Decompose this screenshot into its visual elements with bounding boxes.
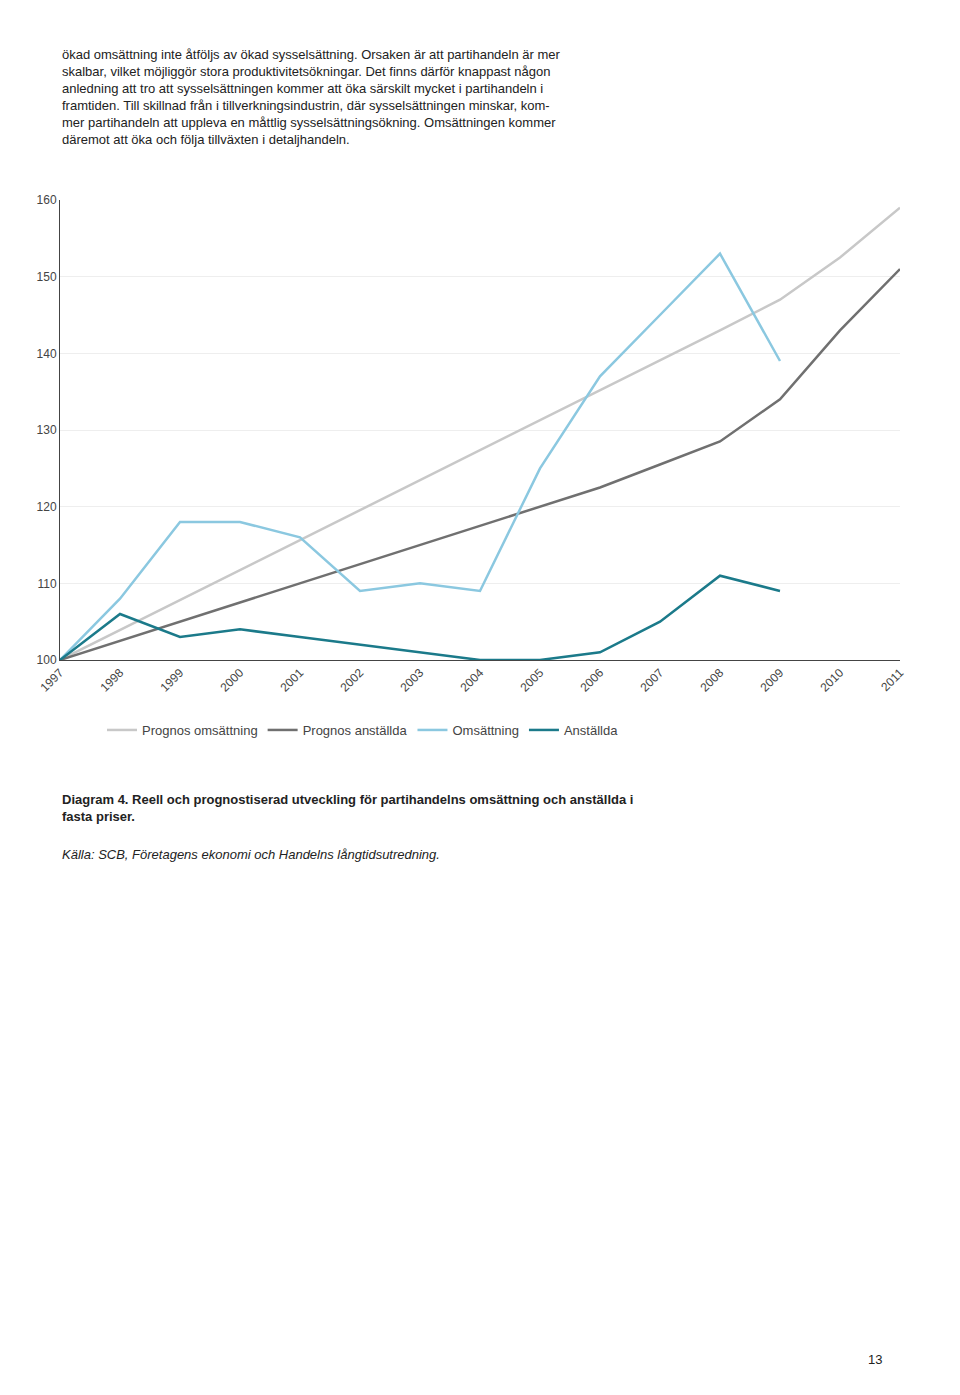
svg-text:1997: 1997: [38, 666, 67, 695]
svg-text:110: 110: [37, 577, 56, 591]
svg-text:160: 160: [37, 193, 57, 207]
svg-text:140: 140: [37, 347, 57, 361]
svg-text:Prognos anställda: Prognos anställda: [303, 723, 408, 738]
svg-text:2007: 2007: [638, 666, 667, 695]
svg-text:2004: 2004: [458, 666, 487, 695]
svg-text:13: 13: [868, 1352, 882, 1367]
svg-text:2011: 2011: [878, 666, 906, 694]
svg-text:ökad omsättning inte åtföljs a: ökad omsättning inte åtföljs av ökad sys…: [62, 47, 561, 147]
svg-text:Prognos omsättning: Prognos omsättning: [142, 723, 258, 738]
svg-text:1999: 1999: [158, 666, 187, 695]
svg-text:2008: 2008: [698, 666, 727, 695]
svg-text:Anställda: Anställda: [564, 723, 618, 738]
svg-text:2002: 2002: [338, 666, 367, 695]
svg-text:2001: 2001: [278, 666, 307, 695]
svg-text:150: 150: [37, 270, 57, 284]
svg-text:2005: 2005: [518, 666, 547, 695]
svg-text:1998: 1998: [98, 666, 127, 695]
svg-text:100: 100: [37, 653, 57, 667]
svg-text:2000: 2000: [218, 666, 247, 695]
svg-text:120: 120: [37, 500, 57, 514]
svg-text:Omsättning: Omsättning: [452, 723, 518, 738]
svg-text:Diagram 4. Reell och prognosti: Diagram 4. Reell och prognostiserad utve…: [62, 792, 633, 824]
svg-text:Källa: SCB, Företagens ekonomi: Källa: SCB, Företagens ekonomi och Hande…: [62, 847, 440, 862]
svg-text:2009: 2009: [758, 666, 787, 695]
svg-text:2003: 2003: [398, 666, 427, 695]
svg-text:130: 130: [37, 423, 57, 437]
svg-text:2006: 2006: [578, 666, 607, 695]
svg-text:2010: 2010: [818, 666, 847, 695]
